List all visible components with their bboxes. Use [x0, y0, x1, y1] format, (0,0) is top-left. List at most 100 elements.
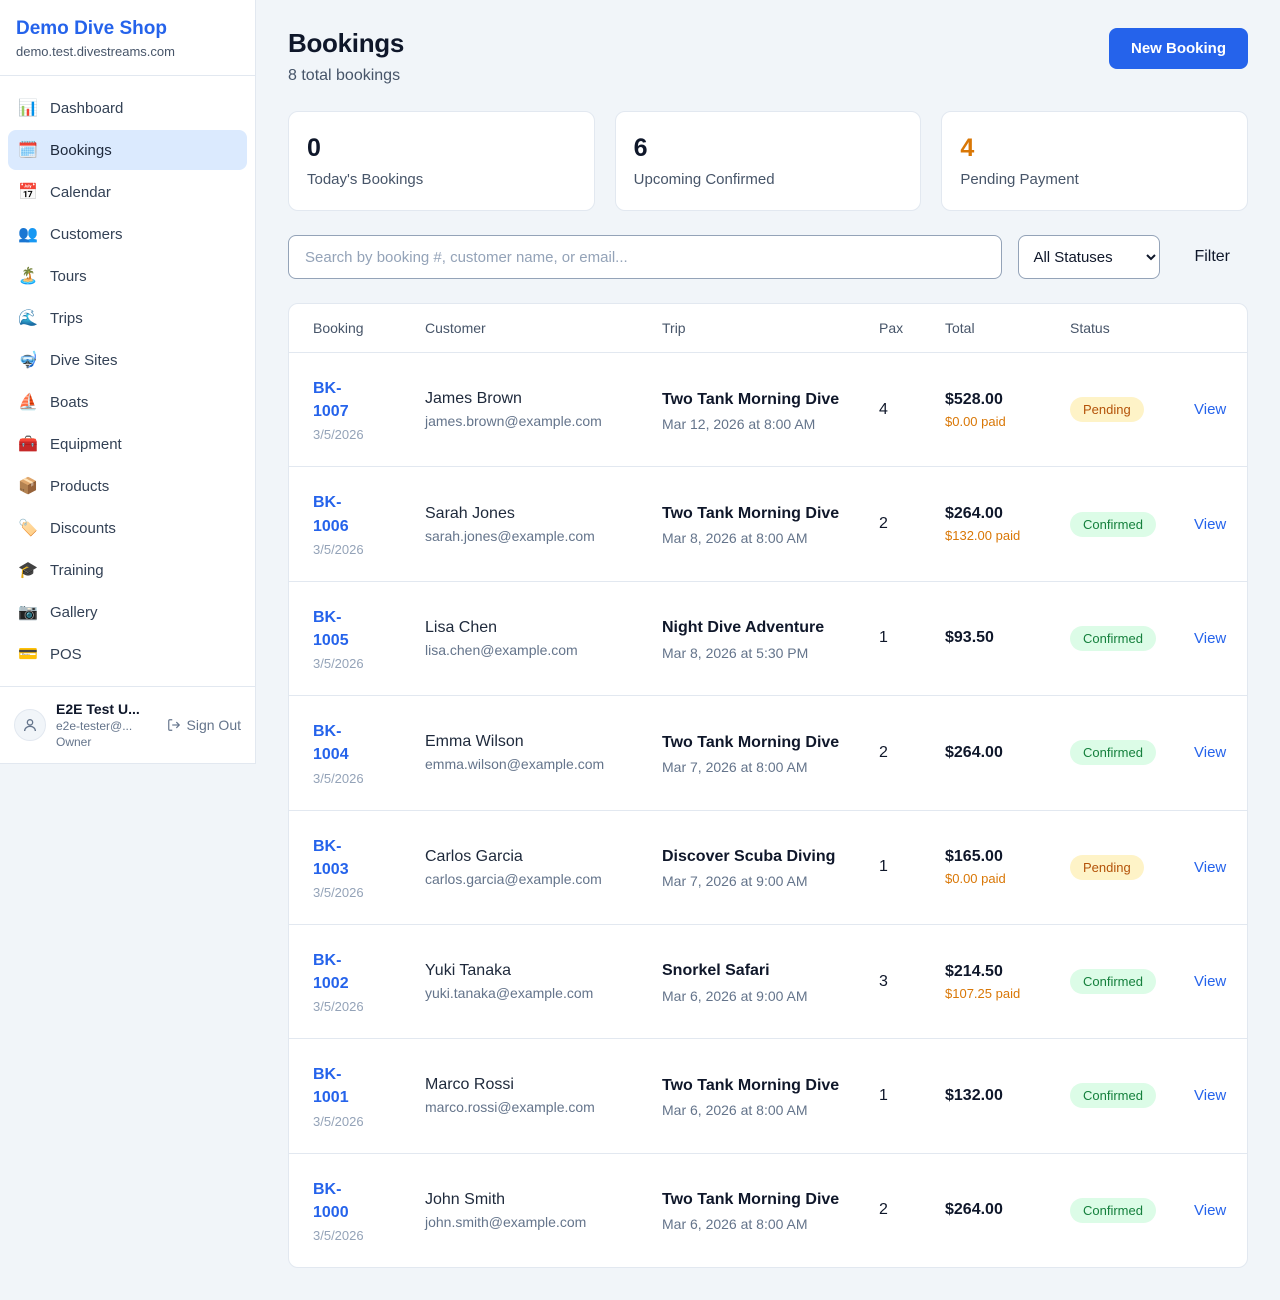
pax-count: 1 — [879, 629, 888, 647]
pax-count: 4 — [879, 400, 888, 418]
page-subtitle: 8 total bookings — [288, 67, 401, 84]
view-link[interactable]: View — [1194, 629, 1227, 647]
booking-id-link[interactable]: BK-1002 — [313, 951, 349, 993]
sidebar-item-label: Products — [50, 477, 110, 495]
sidebar-item-dive-sites[interactable]: 🤿 Dive Sites — [8, 340, 247, 380]
table-row: BK-1004 3/5/2026 Emma Wilson emma.wilson… — [289, 696, 1247, 811]
user-email: e2e-tester@... — [56, 719, 133, 733]
sidebar-item-label: Gallery — [50, 603, 98, 621]
booking-id-link[interactable]: BK-1003 — [313, 837, 349, 878]
trip-time: Mar 6, 2026 at 8:00 AM — [662, 1102, 808, 1119]
brand-name: Demo Dive Shop — [16, 18, 167, 39]
sidebar-item-calendar[interactable]: 📅 Calendar — [8, 172, 247, 212]
filter-button[interactable]: Filter — [1176, 240, 1248, 274]
table-row: BK-1005 3/5/2026 Lisa Chen lisa.chen@exa… — [289, 582, 1247, 697]
sidebar-item-training[interactable]: 🎓 Training — [8, 550, 247, 590]
table-row: BK-1001 3/5/2026 Marco Rossi marco.rossi… — [289, 1039, 1247, 1154]
customer-name: Sarah Jones — [425, 504, 515, 522]
view-link[interactable]: View — [1194, 858, 1227, 876]
sidebar-item-products[interactable]: 📦 Products — [8, 466, 247, 506]
view-link[interactable]: View — [1194, 973, 1227, 991]
customer-email: yuki.tanaka@example.com — [425, 985, 594, 1002]
page-title: Bookings — [288, 28, 405, 58]
column-header-booking: Booking — [313, 320, 364, 336]
status-badge: Pending — [1070, 854, 1144, 880]
view-link[interactable]: View — [1194, 744, 1227, 762]
trip-time: Mar 6, 2026 at 9:00 AM — [662, 987, 808, 1004]
booking-date: 3/5/2026 — [313, 541, 364, 557]
sidebar-item-label: Dive Sites — [50, 351, 118, 369]
sidebar-item-bookings[interactable]: 🗓️ Bookings — [8, 130, 247, 170]
column-header-status: Status — [1070, 320, 1110, 336]
paid-amount: $0.00 paid — [945, 871, 1006, 887]
sidebar-item-label: Calendar — [50, 183, 111, 201]
sidebar-item-customers[interactable]: 👥 Customers — [8, 214, 247, 254]
user-name: E2E Test U... — [56, 701, 140, 717]
booking-date: 3/5/2026 — [313, 1228, 364, 1243]
view-link[interactable]: View — [1194, 1087, 1227, 1105]
stat-label: Upcoming Confirmed — [633, 171, 775, 188]
sidebar-item-gallery[interactable]: 📷 Gallery — [8, 592, 247, 632]
total-amount: $132.00 — [945, 1086, 1003, 1104]
stat-card-today-s-bookings: 0 Today's Bookings — [288, 111, 595, 211]
calendar-icon: 📅 — [18, 184, 38, 201]
stat-value: 4 — [960, 134, 975, 162]
customer-email: john.smith@example.com — [425, 1213, 587, 1230]
new-booking-button[interactable]: New Booking — [1108, 28, 1248, 69]
sidebar-item-boats[interactable]: ⛵ Boats — [8, 382, 247, 422]
booking-id-link[interactable]: BK-1005 — [313, 608, 349, 649]
customer-name: Marco Rossi — [425, 1076, 514, 1094]
status-badge: Pending — [1070, 397, 1144, 423]
booking-id-link[interactable]: BK-1007 — [313, 380, 349, 421]
pax-count: 2 — [879, 515, 888, 533]
equipment-icon: 🧰 — [18, 436, 38, 453]
booking-id-link[interactable]: BK-1001 — [313, 1066, 349, 1107]
sign-out-button[interactable]: Sign Out — [167, 717, 241, 733]
trips-icon: 🌊 — [18, 310, 38, 327]
total-amount: $264.00 — [945, 743, 1003, 761]
sidebar-item-label: Trips — [50, 309, 83, 327]
booking-date: 3/5/2026 — [313, 770, 364, 786]
pos-icon: 💳 — [18, 646, 38, 663]
customer-email: sarah.jones@example.com — [425, 527, 595, 544]
bookings-table: Booking Customer Trip Pax Total Status BK-100… — [288, 303, 1248, 1268]
user-box: E2E Test U... e2e-tester@... Owner Sign … — [0, 686, 255, 763]
sidebar-item-discounts[interactable]: 🏷️ Discounts — [8, 508, 247, 548]
sidebar-item-dashboard[interactable]: 📊 Dashboard — [8, 88, 247, 128]
pax-count: 2 — [879, 743, 888, 761]
training-icon: 🎓 — [18, 562, 38, 579]
status-filter-select[interactable]: All Statuses — [1018, 235, 1161, 279]
stats-row: 0 Today's Bookings 6 Upcoming Confirmed … — [288, 111, 1248, 211]
sidebar-item-label: Customers — [50, 225, 123, 243]
customer-name: James Brown — [425, 390, 522, 408]
sidebar-item-label: Tours — [50, 267, 87, 285]
paid-amount: $132.00 paid — [945, 528, 1021, 544]
view-link[interactable]: View — [1194, 515, 1227, 533]
customer-name: Carlos Garcia — [425, 847, 523, 865]
stat-label: Today's Bookings — [307, 171, 424, 188]
booking-id-link[interactable]: BK-1000 — [313, 1180, 349, 1221]
customer-name: Lisa Chen — [425, 618, 498, 636]
trip-time: Mar 8, 2026 at 8:00 AM — [662, 530, 808, 547]
trip-time: Mar 7, 2026 at 9:00 AM — [662, 873, 808, 890]
paid-amount: $107.25 paid — [945, 985, 1021, 1001]
status-badge: Confirmed — [1070, 1083, 1156, 1109]
sidebar-item-trips[interactable]: 🌊 Trips — [8, 298, 247, 338]
booking-date: 3/5/2026 — [313, 427, 364, 443]
sidebar-item-pos[interactable]: 💳 POS — [8, 634, 247, 674]
sidebar-item-label: Dashboard — [50, 99, 124, 117]
view-link[interactable]: View — [1194, 1201, 1227, 1219]
sidebar-item-equipment[interactable]: 🧰 Equipment — [8, 424, 247, 464]
booking-id-link[interactable]: BK-1006 — [313, 494, 349, 535]
total-amount: $214.50 — [945, 962, 1003, 980]
total-amount: $93.50 — [945, 629, 994, 647]
search-input[interactable] — [288, 235, 1003, 279]
discounts-icon: 🏷️ — [18, 520, 38, 537]
trip-name: Two Tank Morning Dive — [662, 1076, 840, 1094]
view-link[interactable]: View — [1194, 401, 1227, 419]
booking-id-link[interactable]: BK-1004 — [313, 723, 349, 764]
trip-name: Two Tank Morning Dive — [662, 1191, 840, 1209]
trip-name: Snorkel Safari — [662, 962, 770, 980]
column-header-trip: Trip — [662, 320, 686, 336]
sidebar-item-tours[interactable]: 🏝️ Tours — [8, 256, 247, 296]
